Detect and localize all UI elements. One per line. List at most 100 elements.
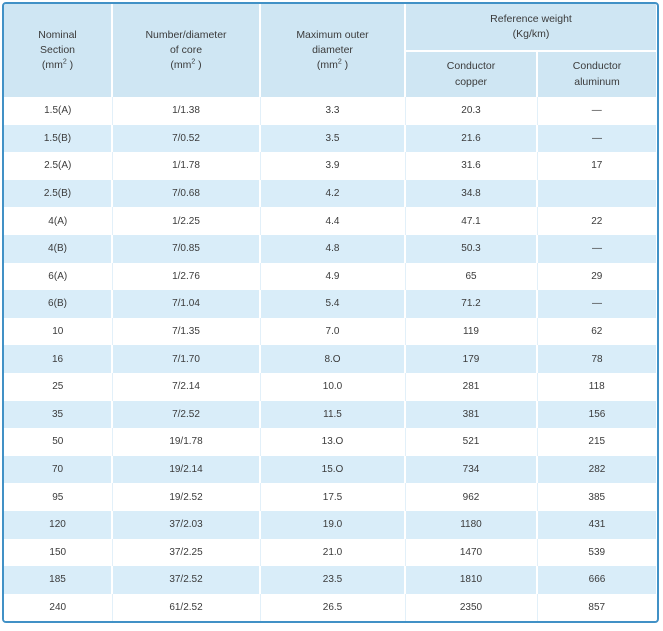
cell-core: 7/2.52: [112, 400, 261, 429]
cell-copper-weight: 179: [405, 345, 538, 373]
table-row: 16 7/1.70 8.O 179 78: [4, 345, 656, 373]
cell-copper-weight: 281: [405, 372, 538, 401]
cell-aluminum-weight: —: [537, 290, 656, 318]
cell-nominal-section: 150: [4, 538, 113, 567]
cell-core: 1/1.78: [112, 152, 261, 180]
header-conductor-copper: Conductor copper: [405, 51, 538, 97]
header-reference-weight: Reference weight (Kg/km): [405, 4, 656, 52]
cell-copper-weight: 2350: [405, 593, 538, 622]
cell-aluminum-weight: 62: [537, 317, 656, 346]
cell-core: 7/2.14: [112, 372, 261, 401]
table-header: Nominal Section (mm2 ) Number/diameter o…: [4, 4, 656, 97]
cell-core: 7/1.04: [112, 290, 261, 318]
cell-aluminum-weight: 282: [537, 455, 656, 484]
table-row: 95 19/2.52 17.5 962 385: [4, 483, 656, 511]
cell-copper-weight: 21.6: [405, 124, 538, 153]
header-core-line2: of core: [169, 43, 203, 56]
cell-aluminum-weight: —: [537, 124, 656, 153]
cell-nominal-section: 185: [4, 566, 113, 594]
cell-core: 7/1.35: [112, 317, 261, 346]
cell-aluminum-weight: 539: [537, 538, 656, 567]
header-nominal-line2: Section: [39, 43, 76, 56]
cell-outer-diameter: 15.O: [260, 455, 406, 484]
header-conductor-aluminum: Conductor aluminum: [537, 51, 656, 97]
cell-aluminum-weight: 78: [537, 345, 656, 373]
cell-outer-diameter: 3.9: [260, 152, 406, 180]
table-row: 2.5(B) 7/0.68 4.2 34.8: [4, 179, 656, 208]
cable-spec-table: Nominal Section (mm2 ) Number/diameter o…: [4, 4, 656, 622]
cell-core: 61/2.52: [112, 593, 261, 622]
cell-outer-diameter: 4.4: [260, 207, 406, 235]
header-core-line1: Number/diameter: [145, 28, 227, 41]
cell-core: 7/0.85: [112, 234, 261, 263]
table-row: 240 61/2.52 26.5 2350 857: [4, 593, 656, 622]
table-row: 4(B) 7/0.85 4.8 50.3—: [4, 234, 656, 263]
cell-nominal-section: 4(B): [4, 234, 113, 263]
cell-core: 37/2.25: [112, 538, 261, 567]
header-core-unit: (mm2 ): [170, 58, 202, 72]
cell-aluminum-weight: 857: [537, 593, 656, 622]
cell-outer-diameter: 3.5: [260, 124, 406, 153]
cell-copper-weight: 1470: [405, 538, 538, 567]
cell-outer-diameter: 8.O: [260, 345, 406, 373]
header-outer-unit: (mm2 ): [316, 58, 349, 72]
cell-outer-diameter: 21.0: [260, 538, 406, 567]
cell-outer-diameter: 4.2: [260, 179, 406, 208]
cell-outer-diameter: 26.5: [260, 593, 406, 622]
cell-outer-diameter: 4.9: [260, 262, 406, 291]
cell-copper-weight: 1810: [405, 566, 538, 594]
cell-outer-diameter: 19.0: [260, 510, 406, 539]
cell-core: 37/2.52: [112, 566, 261, 594]
cell-aluminum-weight: —: [537, 234, 656, 263]
header-nominal-line1: Nominal: [38, 28, 77, 41]
header-core: Number/diameter of core (mm2 ): [112, 4, 261, 97]
cell-outer-diameter: 17.5: [260, 483, 406, 511]
cell-copper-weight: 47.1: [405, 207, 538, 235]
cell-nominal-section: 1.5(B): [4, 124, 113, 153]
header-aluminum-line1: Conductor: [572, 60, 622, 73]
cell-core: 37/2.03: [112, 510, 261, 539]
cell-nominal-section: 50: [4, 428, 113, 456]
cell-core: 1/1.38: [112, 97, 261, 125]
cell-copper-weight: 31.6: [405, 152, 538, 180]
cell-core: 19/1.78: [112, 428, 261, 456]
table-row: 50 19/1.78 13.O 521 215: [4, 428, 656, 456]
cell-outer-diameter: 23.5: [260, 566, 406, 594]
cell-core: 7/0.68: [112, 179, 261, 208]
cell-nominal-section: 70: [4, 455, 113, 484]
cell-nominal-section: 25: [4, 372, 113, 401]
cell-copper-weight: 381: [405, 400, 538, 429]
header-nominal-unit: (mm2 ): [41, 58, 74, 72]
cell-nominal-section: 4(A): [4, 207, 113, 235]
cell-copper-weight: 1180: [405, 510, 538, 539]
table-row: 70 19/2.14 15.O 734 282: [4, 455, 656, 484]
cell-nominal-section: 1.5(A): [4, 97, 113, 125]
cell-aluminum-weight: 22: [537, 207, 656, 235]
cell-core: 7/0.52: [112, 124, 261, 153]
cell-core: 1/2.25: [112, 207, 261, 235]
cell-aluminum-weight: 385: [537, 483, 656, 511]
table-row: 2.5(A) 1/1.78 3.9 31.6 17: [4, 152, 656, 180]
cell-outer-diameter: 13.O: [260, 428, 406, 456]
header-outer-line2: diameter: [312, 43, 353, 56]
cell-core: 7/1.70: [112, 345, 261, 373]
cell-aluminum-weight: —: [537, 97, 656, 125]
cell-outer-diameter: 3.3: [260, 97, 406, 125]
table-row: 1.5(A) 1/1.38 3.3 20.3—: [4, 97, 656, 125]
header-copper-line1: Conductor: [446, 60, 496, 73]
cell-aluminum-weight: 666: [537, 566, 656, 594]
table-row: 120 37/2.03 19.0 1180 431: [4, 510, 656, 539]
cell-copper-weight: 734: [405, 455, 538, 484]
header-reference-line1: Reference weight: [490, 12, 572, 25]
header-nominal-section: Nominal Section (mm2 ): [4, 4, 113, 97]
cell-aluminum-weight: [537, 179, 656, 208]
cell-copper-weight: 71.2: [405, 290, 538, 318]
header-outer-diameter: Maximum outer diameter (mm2 ): [260, 4, 406, 97]
table-row: 150 37/2.25 21.0 1470 539: [4, 538, 656, 567]
header-aluminum-line2: aluminum: [574, 75, 620, 88]
cell-nominal-section: 35: [4, 400, 113, 429]
cell-copper-weight: 119: [405, 317, 538, 346]
header-copper-line2: copper: [454, 75, 488, 88]
cell-aluminum-weight: 17: [537, 152, 656, 180]
cell-outer-diameter: 4.8: [260, 234, 406, 263]
